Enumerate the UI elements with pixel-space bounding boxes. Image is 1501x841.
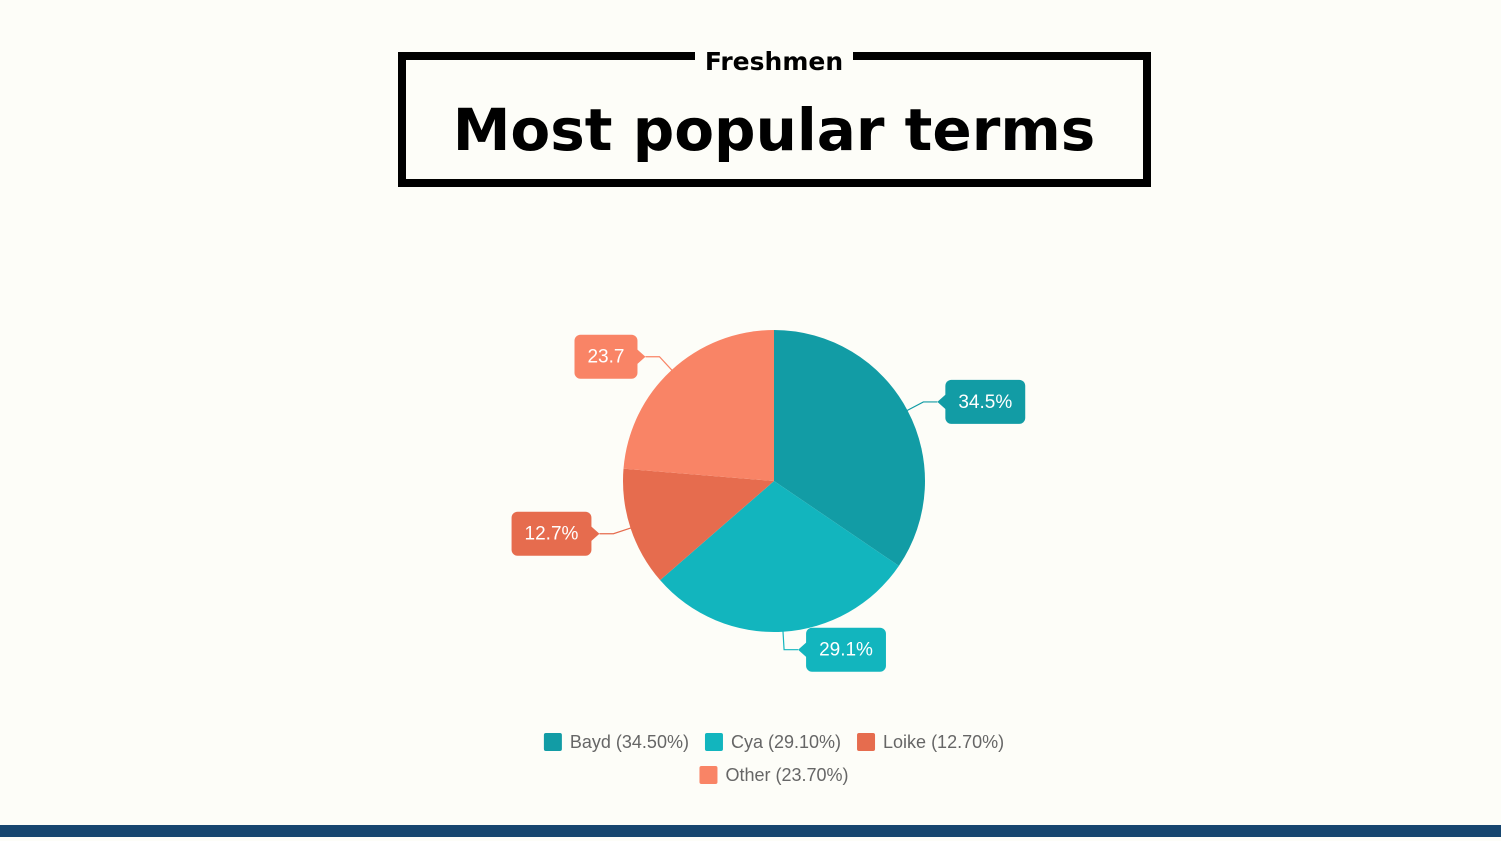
legend-swatch [699, 766, 718, 784]
data-label-box [945, 379, 1026, 424]
legend-swatch [704, 733, 723, 751]
label-connector [645, 356, 674, 372]
data-label: 34.5% [958, 392, 1012, 413]
legend-label: Bayd (34.50%) [570, 732, 689, 752]
legend-label: Loike (12.70%) [883, 732, 1004, 752]
chart-title: Most popular terms [453, 96, 1096, 164]
label-connector [599, 526, 633, 535]
data-label-pointer [798, 641, 808, 658]
pie-slice [774, 330, 925, 566]
data-label: 12.7% [525, 524, 579, 545]
pie-slice [623, 468, 774, 581]
data-label: 23.7 [587, 347, 624, 368]
subtitle-gap [695, 48, 853, 68]
legend-label: Cya (29.10%) [731, 732, 841, 752]
data-label-pointer [636, 348, 646, 365]
data-label-pointer [590, 525, 600, 542]
pie-slice [623, 330, 774, 481]
label-connector [905, 401, 938, 412]
data-label-box [511, 511, 592, 556]
data-label-box [574, 334, 638, 379]
legend-label: Other (23.70%) [725, 765, 848, 785]
subtitle: Freshmen [705, 47, 843, 76]
data-label-box [806, 627, 886, 672]
legend-swatch [543, 733, 562, 751]
data-label: 29.1% [819, 640, 873, 661]
label-connector [782, 629, 799, 651]
data-label-pointer [937, 393, 947, 410]
footer-bar [0, 825, 1501, 837]
legend-swatch [857, 733, 876, 751]
pie-slice [660, 481, 899, 632]
